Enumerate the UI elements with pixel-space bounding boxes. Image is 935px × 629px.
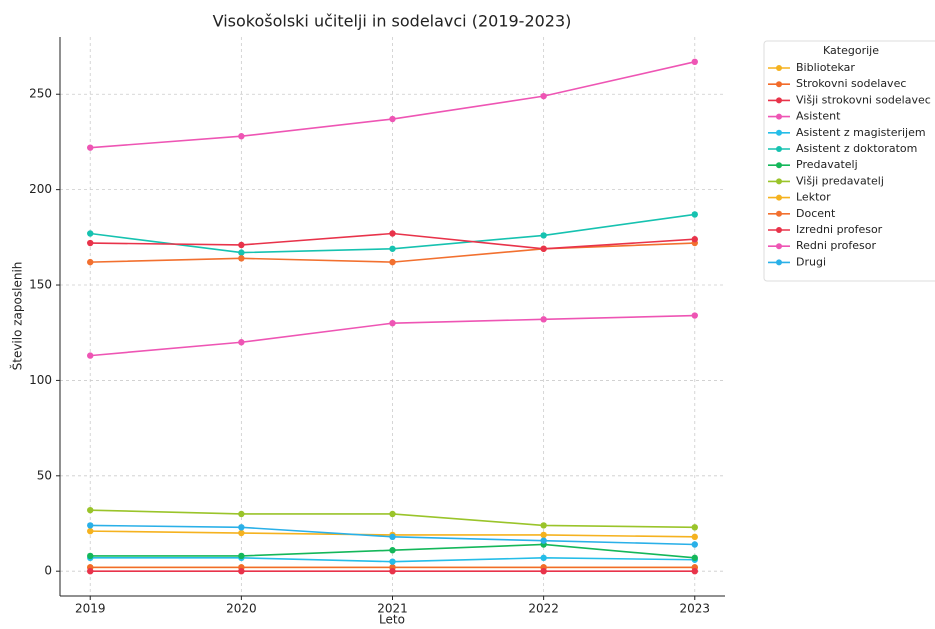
data-point (238, 524, 245, 531)
data-point (389, 258, 396, 266)
y-axis-label: Število zaposlenih (10, 262, 25, 371)
x-tick-label: 2020 (226, 602, 257, 616)
data-point (691, 533, 698, 541)
legend-label: Bibliotekar (796, 61, 855, 74)
legend-marker (776, 81, 782, 88)
data-point (238, 339, 245, 346)
data-point (87, 239, 94, 247)
data-point (238, 241, 245, 249)
data-point (540, 554, 547, 562)
legend-label: Višji strokovni sodelavec (796, 93, 931, 106)
legend-marker (776, 194, 782, 201)
data-point (238, 255, 245, 262)
x-tick-label: 2021 (377, 602, 408, 616)
legend-marker (776, 227, 782, 233)
data-point (87, 144, 94, 151)
legend-label: Izredni profesor (796, 223, 883, 236)
data-point (691, 541, 698, 548)
x-tick-label: 2022 (528, 602, 559, 616)
data-point (87, 567, 94, 575)
y-tick-label: 100 (29, 373, 52, 387)
data-point (87, 352, 94, 359)
data-point (691, 236, 698, 243)
data-point (389, 558, 396, 565)
y-tick-label: 150 (29, 278, 52, 292)
data-point (87, 230, 94, 237)
x-tick-label: 2019 (75, 602, 106, 616)
data-point (540, 522, 547, 529)
data-point (389, 547, 396, 554)
legend-label: Višji predavatelj (796, 174, 884, 187)
data-point (691, 312, 698, 319)
legend-marker (776, 162, 782, 169)
legend-label: Asistent z magisterijem (796, 126, 926, 139)
data-point (238, 552, 245, 560)
data-point (540, 567, 547, 575)
data-point (540, 537, 547, 544)
data-point (238, 567, 245, 575)
data-point (389, 533, 396, 541)
data-point (389, 230, 396, 237)
data-point (540, 316, 547, 323)
data-point (540, 232, 547, 239)
legend-label: Predavatelj (796, 158, 858, 171)
data-point (238, 510, 245, 518)
data-point (87, 552, 94, 560)
y-tick-label: 0 (44, 564, 52, 578)
data-point (691, 211, 698, 218)
legend-label: Lektor (796, 191, 831, 204)
data-point (389, 510, 396, 518)
y-tick-label: 200 (29, 182, 52, 196)
x-axis-label: Leto (379, 613, 405, 627)
data-point (540, 531, 547, 539)
legend-label: Redni profesor (796, 239, 877, 252)
legend-label: Docent (796, 207, 836, 220)
data-point (238, 529, 245, 537)
legend-label: Asistent (796, 110, 841, 123)
chart-title: Visokošolski učitelji in sodelavci (2019… (213, 12, 572, 31)
data-point (691, 567, 698, 575)
data-point (540, 245, 547, 252)
data-point (389, 319, 396, 327)
data-point (87, 527, 94, 535)
legend-marker (776, 210, 782, 217)
legend-marker (776, 243, 782, 250)
legend-marker (776, 178, 782, 185)
legend-marker (776, 129, 782, 136)
legend-marker (776, 259, 782, 266)
data-point (238, 249, 245, 256)
legend-title: Kategorije (823, 44, 879, 57)
legend-box (763, 40, 935, 282)
data-point (389, 245, 396, 252)
y-tick-label: 50 (37, 468, 52, 482)
legend-label: Strokovni sodelavec (796, 77, 906, 90)
data-point (389, 567, 396, 575)
data-point (389, 115, 396, 123)
legend-marker (776, 146, 782, 152)
data-point (87, 506, 94, 514)
legend-marker (776, 97, 782, 104)
y-tick-label: 250 (29, 87, 52, 101)
data-point (238, 133, 245, 140)
data-point (691, 524, 698, 531)
data-point (87, 522, 94, 529)
legend-label: Drugi (796, 255, 826, 268)
x-tick-label: 2023 (679, 602, 710, 616)
data-point (87, 258, 94, 266)
legend-marker (776, 65, 782, 71)
legend-label: Asistent z doktoratom (796, 142, 917, 155)
legend-marker (776, 113, 782, 120)
data-point (691, 554, 698, 562)
data-point (540, 92, 547, 100)
data-point (691, 58, 698, 66)
